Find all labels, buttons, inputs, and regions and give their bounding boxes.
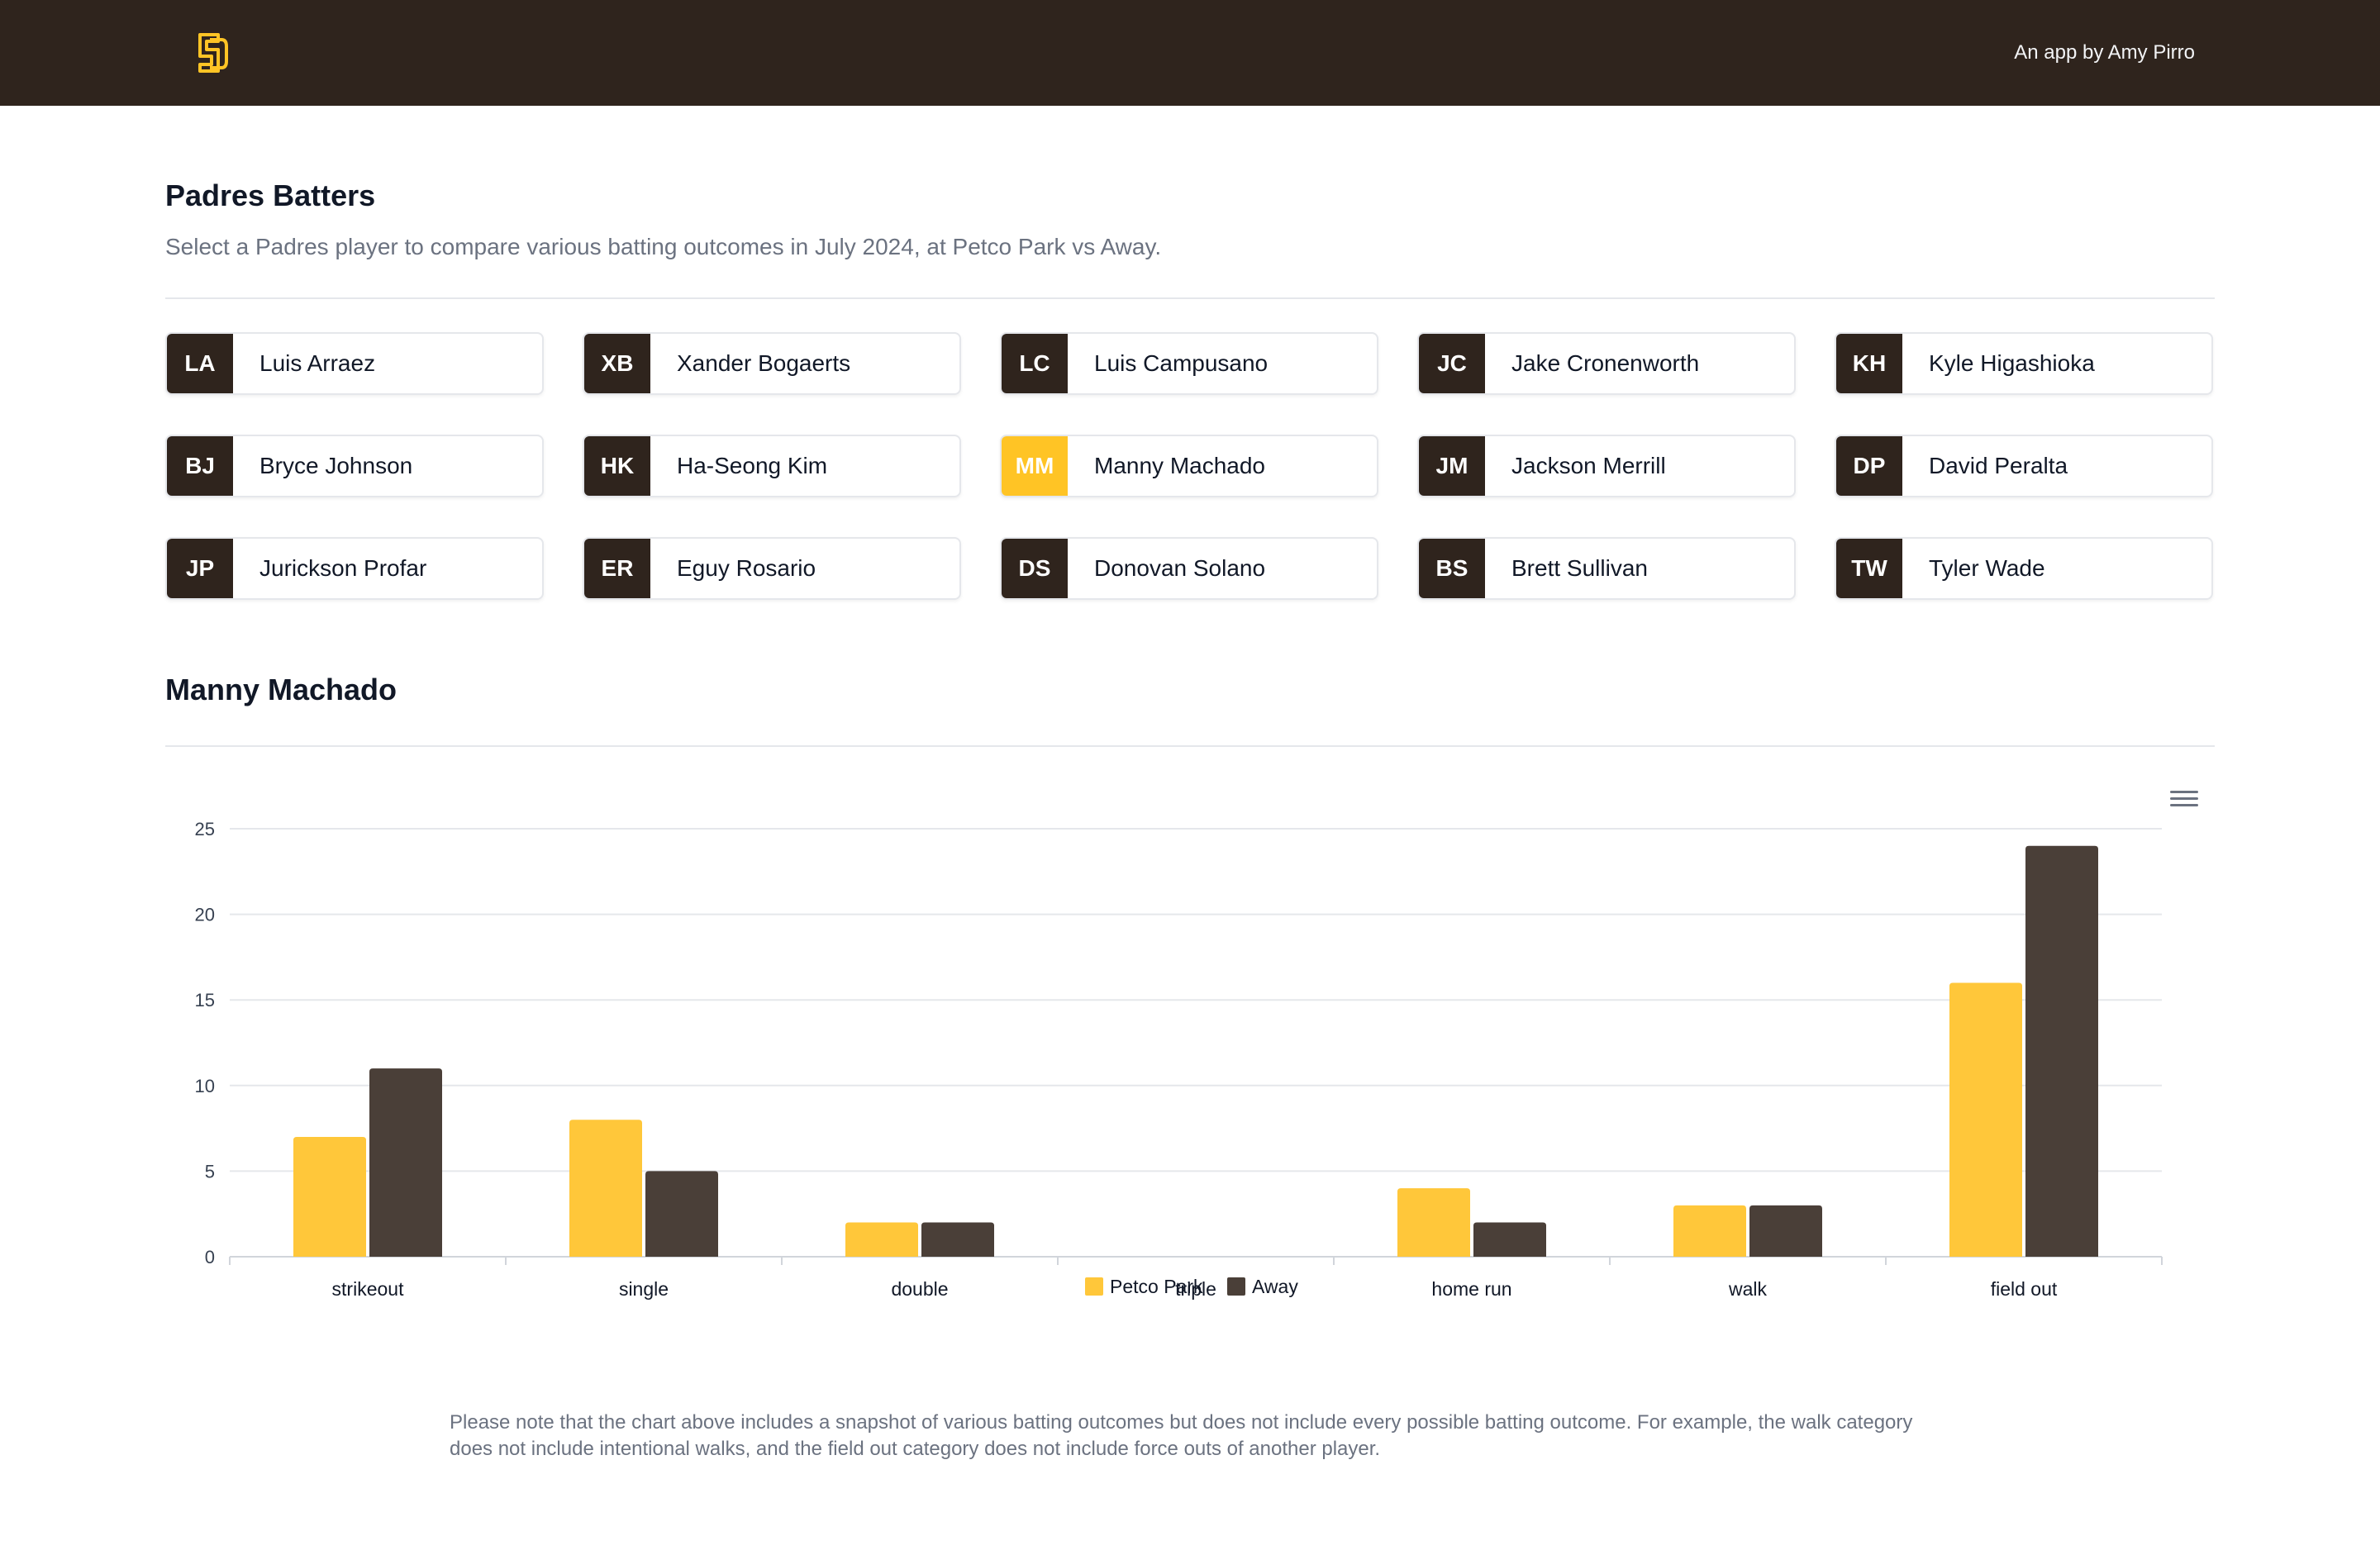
- y-tick-label: 25: [195, 819, 215, 839]
- bar-petco-park: [1397, 1188, 1470, 1257]
- player-card[interactable]: ER Eguy Rosario: [583, 537, 961, 600]
- x-category-label: triple: [1175, 1278, 1216, 1300]
- sd-monogram-icon[interactable]: [193, 31, 228, 74]
- y-tick-label: 20: [195, 905, 215, 925]
- y-tick-label: 5: [205, 1161, 215, 1182]
- player-initials: XB: [584, 334, 650, 393]
- player-card[interactable]: JM Jackson Merrill: [1417, 435, 1796, 497]
- app-byline: An app by Amy Pirro: [2014, 41, 2195, 64]
- player-card[interactable]: DP David Peralta: [1835, 435, 2213, 497]
- menu-line: [2170, 791, 2198, 793]
- legend-swatch: [1227, 1277, 1245, 1296]
- player-name: Luis Arraez: [259, 350, 376, 376]
- x-category-label: double: [891, 1278, 948, 1300]
- bar-away: [2025, 845, 2098, 1257]
- x-category-label: walk: [1728, 1278, 1768, 1300]
- player-initials: LC: [1002, 334, 1068, 393]
- player-initials: ER: [584, 539, 650, 598]
- menu-line: [2170, 804, 2198, 806]
- hamburger-menu-icon[interactable]: [2170, 788, 2198, 811]
- x-category-label: single: [619, 1278, 669, 1300]
- player-initials: JC: [1419, 334, 1485, 393]
- chart-note: Please note that the chart above include…: [450, 1411, 1913, 1460]
- player-card[interactable]: KH Kyle Higashioka: [1835, 332, 2213, 395]
- player-card[interactable]: DS Donovan Solano: [1000, 537, 1378, 600]
- player-name: Luis Campusano: [1094, 350, 1269, 376]
- bar-away: [921, 1222, 994, 1257]
- player-name: Eguy Rosario: [677, 555, 816, 581]
- y-tick-label: 10: [195, 1076, 215, 1096]
- batting-outcomes-chart: 0 5 10 15 20 25 strikeout single double triple hom…: [165, 768, 2215, 1347]
- player-name: Donovan Solano: [1094, 555, 1266, 581]
- player-card[interactable]: LC Luis Campusano: [1000, 332, 1378, 395]
- bar-away: [1749, 1205, 1822, 1257]
- player-card[interactable]: LA Luis Arraez: [165, 332, 544, 395]
- bar-petco-park: [845, 1222, 918, 1257]
- bar-away: [1473, 1222, 1546, 1257]
- player-card[interactable]: JC Jake Cronenworth: [1417, 332, 1796, 395]
- legend-swatch: [1085, 1277, 1103, 1296]
- y-tick-label: 0: [205, 1247, 215, 1267]
- chart-svg: 0 5 10 15 20 25 strikeout single double triple hom…: [195, 819, 2163, 1300]
- player-card[interactable]: BS Brett Sullivan: [1417, 537, 1796, 600]
- player-initials: BJ: [167, 436, 233, 496]
- player-card[interactable]: XB Xander Bogaerts: [583, 332, 961, 395]
- y-tick-label: 15: [195, 990, 215, 1011]
- player-name: Ha-Seong Kim: [677, 453, 828, 478]
- bar-away: [369, 1068, 442, 1257]
- player-card[interactable]: HK Ha-Seong Kim: [583, 435, 961, 497]
- player-card[interactable]: MM Manny Machado: [1000, 435, 1378, 497]
- bar-away: [645, 1171, 718, 1257]
- bar-petco-park: [1949, 982, 2022, 1257]
- player-initials: KH: [1836, 334, 1902, 393]
- player-name: Jurickson Profar: [259, 555, 427, 581]
- bar-petco-park: [1673, 1205, 1746, 1257]
- page-title: Padres Batters: [165, 178, 376, 212]
- player-name: Jackson Merrill: [1511, 453, 1666, 478]
- legend-label: Away: [1252, 1276, 1298, 1297]
- bar-petco-park: [569, 1120, 642, 1257]
- player-name: Jake Cronenworth: [1511, 350, 1700, 376]
- player-name: Kyle Higashioka: [1929, 350, 2095, 376]
- selected-player-title: Manny Machado: [165, 673, 397, 706]
- player-name: Bryce Johnson: [259, 453, 413, 478]
- x-category-label: home run: [1431, 1278, 1511, 1300]
- player-initials: BS: [1419, 539, 1485, 598]
- player-initials: MM: [1002, 436, 1068, 496]
- x-category-label: strikeout: [332, 1278, 405, 1300]
- player-name: David Peralta: [1929, 453, 2068, 478]
- legend-label: Petco Park: [1110, 1276, 1203, 1297]
- menu-line: [2170, 797, 2198, 800]
- player-name: Xander Bogaerts: [677, 350, 851, 376]
- divider: [165, 297, 2215, 299]
- x-category-label: field out: [1991, 1278, 2058, 1300]
- player-card[interactable]: JP Jurickson Profar: [165, 537, 544, 600]
- top-bar: An app by Amy Pirro: [0, 0, 2380, 106]
- player-card[interactable]: TW Tyler Wade: [1835, 537, 2213, 600]
- player-initials: TW: [1836, 539, 1902, 598]
- player-card[interactable]: BJ Bryce Johnson: [165, 435, 544, 497]
- player-initials: JP: [167, 539, 233, 598]
- player-name: Brett Sullivan: [1511, 555, 1648, 581]
- player-name: Tyler Wade: [1929, 555, 2045, 581]
- player-name: Manny Machado: [1094, 453, 1266, 478]
- player-initials: HK: [584, 436, 650, 496]
- divider: [165, 745, 2215, 747]
- player-initials: DP: [1836, 436, 1902, 496]
- bar-petco-park: [293, 1136, 366, 1257]
- page-description: Select a Padres player to compare variou…: [165, 234, 1162, 259]
- player-initials: DS: [1002, 539, 1068, 598]
- player-initials: JM: [1419, 436, 1485, 496]
- player-initials: LA: [167, 334, 233, 393]
